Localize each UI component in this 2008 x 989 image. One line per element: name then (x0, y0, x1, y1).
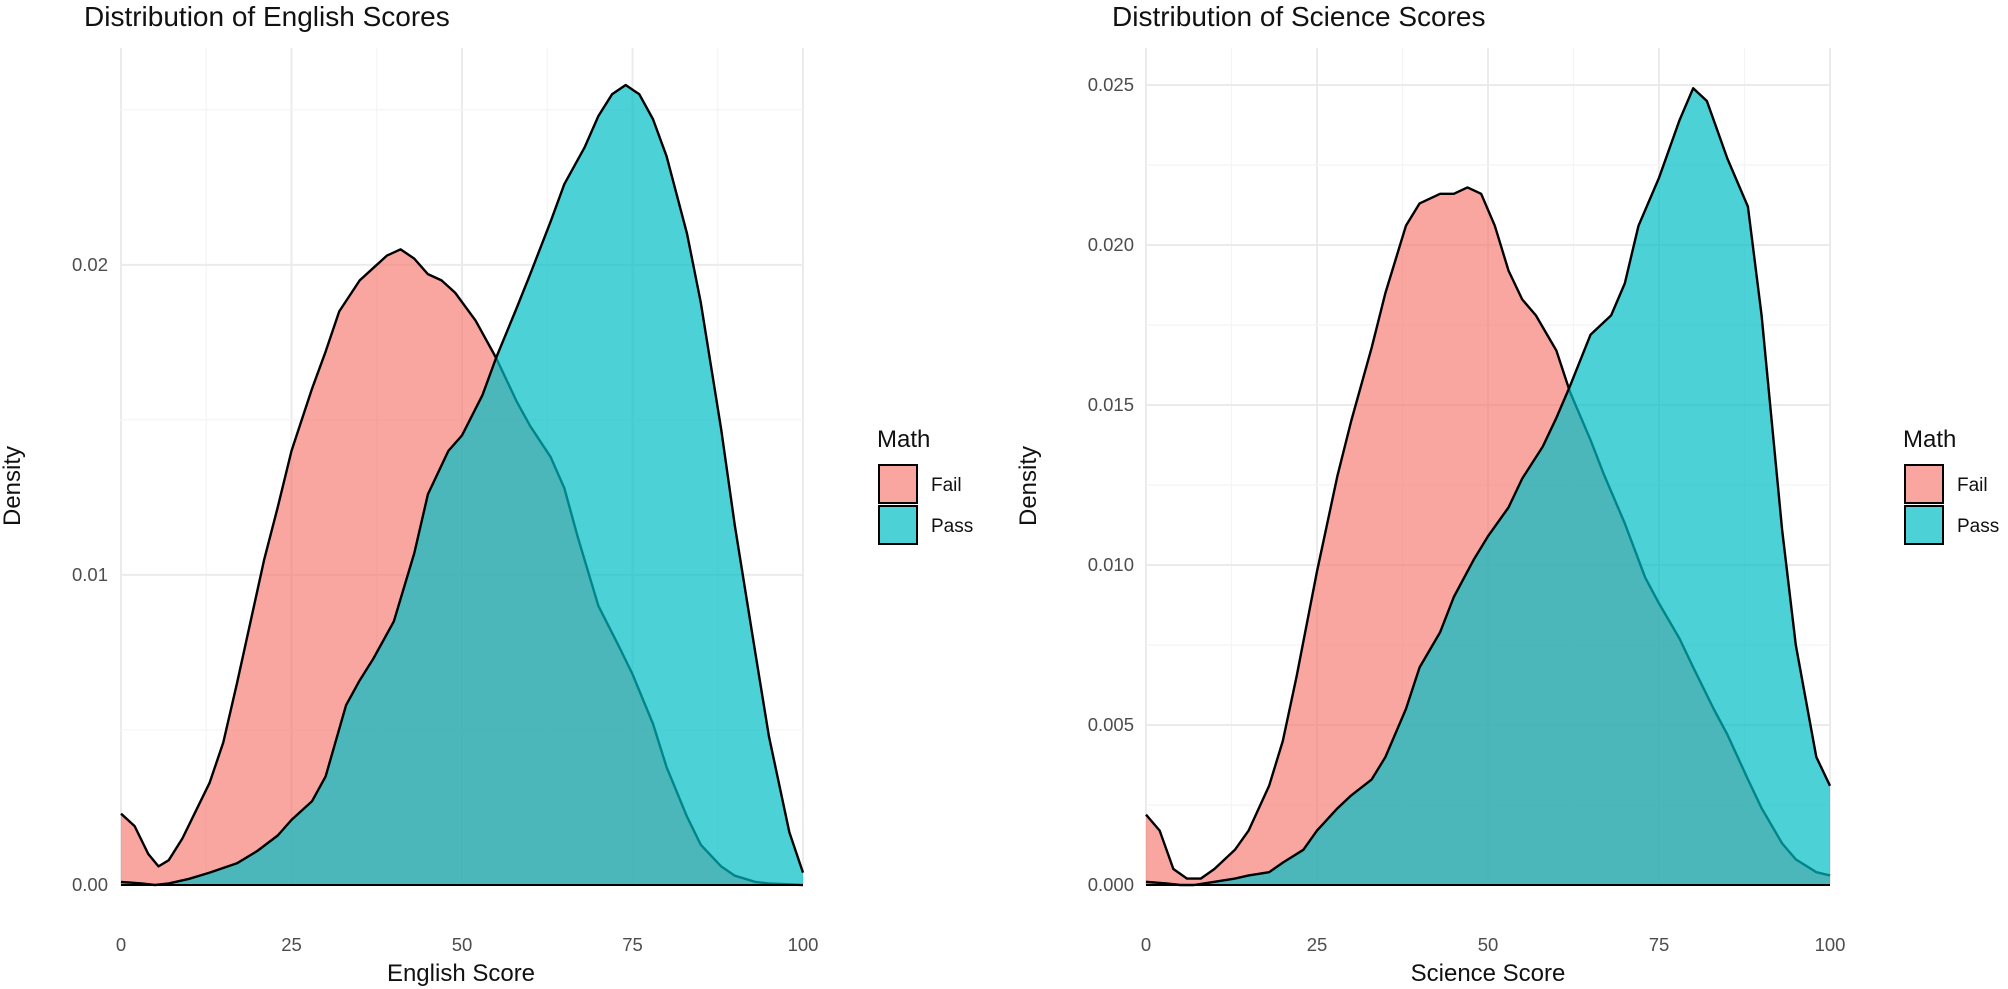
english-density-areas (120, 83, 805, 887)
science-x-ticks: 0 25 50 75 100 (1141, 934, 1846, 955)
science-density-areas (1145, 87, 1832, 887)
english-x-tick-label: 25 (281, 934, 302, 955)
science-y-tick-label: 0.010 (1088, 554, 1134, 575)
science-chart-title: Distribution of Science Scores (1112, 1, 1486, 32)
english-legend-pass-swatch (878, 505, 918, 545)
science-y-ticks: 0.000 0.005 0.010 0.015 0.020 0.025 (1088, 74, 1134, 895)
english-y-ticks: 0.00 0.01 0.02 (72, 254, 108, 895)
english-pass-density-area (121, 85, 803, 885)
science-pass-density-area (1146, 88, 1830, 885)
science-y-tick-label: 0.005 (1088, 714, 1134, 735)
science-y-tick-label: 0.025 (1088, 74, 1134, 95)
english-y-tick-label: 0.00 (72, 874, 108, 895)
science-x-tick-label: 75 (1649, 934, 1670, 955)
science-legend-fail-label: Fail (1957, 475, 1988, 496)
science-legend-fail-swatch (1904, 464, 1944, 504)
science-legend-title: Math (1903, 426, 1956, 453)
science-x-tick-label: 50 (1478, 934, 1499, 955)
science-x-tick-label: 100 (1815, 934, 1846, 955)
science-y-axis-title: Density (1015, 446, 1042, 526)
science-legend: Math Fail Pass (1903, 426, 1999, 545)
english-chart-title: Distribution of English Scores (84, 1, 450, 32)
science-y-tick-label: 0.020 (1088, 234, 1134, 255)
english-x-axis-title: English Score (387, 960, 535, 987)
english-legend-fail-swatch (878, 464, 918, 504)
science-legend-pass-swatch (1904, 505, 1944, 545)
english-y-tick-label: 0.02 (72, 254, 108, 275)
english-scores-panel: 0.00 0.01 0.02 0 25 50 75 100 Distribution of … (0, 1, 973, 987)
english-x-tick-label: 75 (622, 934, 643, 955)
english-y-axis-title: Density (0, 446, 26, 526)
english-x-tick-label: 0 (116, 934, 126, 955)
english-legend-title: Math (877, 426, 930, 453)
english-x-tick-label: 50 (452, 934, 473, 955)
science-y-tick-label: 0.000 (1088, 874, 1134, 895)
science-scores-panel: 0.000 0.005 0.010 0.015 0.020 0.025 0 25 50 75 10… (1015, 1, 1999, 987)
english-legend-fail-label: Fail (931, 475, 962, 496)
science-x-tick-label: 0 (1141, 934, 1151, 955)
english-pass-density-line (120, 83, 805, 887)
english-x-tick-label: 100 (788, 934, 819, 955)
science-pass-density-line (1145, 87, 1832, 887)
english-y-tick-label: 0.01 (72, 564, 108, 585)
science-x-tick-label: 25 (1307, 934, 1328, 955)
english-x-ticks: 0 25 50 75 100 (116, 934, 819, 955)
science-y-tick-label: 0.015 (1088, 394, 1134, 415)
science-x-axis-title: Science Score (1411, 960, 1566, 987)
english-legend: Math Fail Pass (877, 426, 973, 545)
science-legend-pass-label: Pass (1957, 516, 1999, 537)
english-legend-pass-label: Pass (931, 516, 973, 537)
